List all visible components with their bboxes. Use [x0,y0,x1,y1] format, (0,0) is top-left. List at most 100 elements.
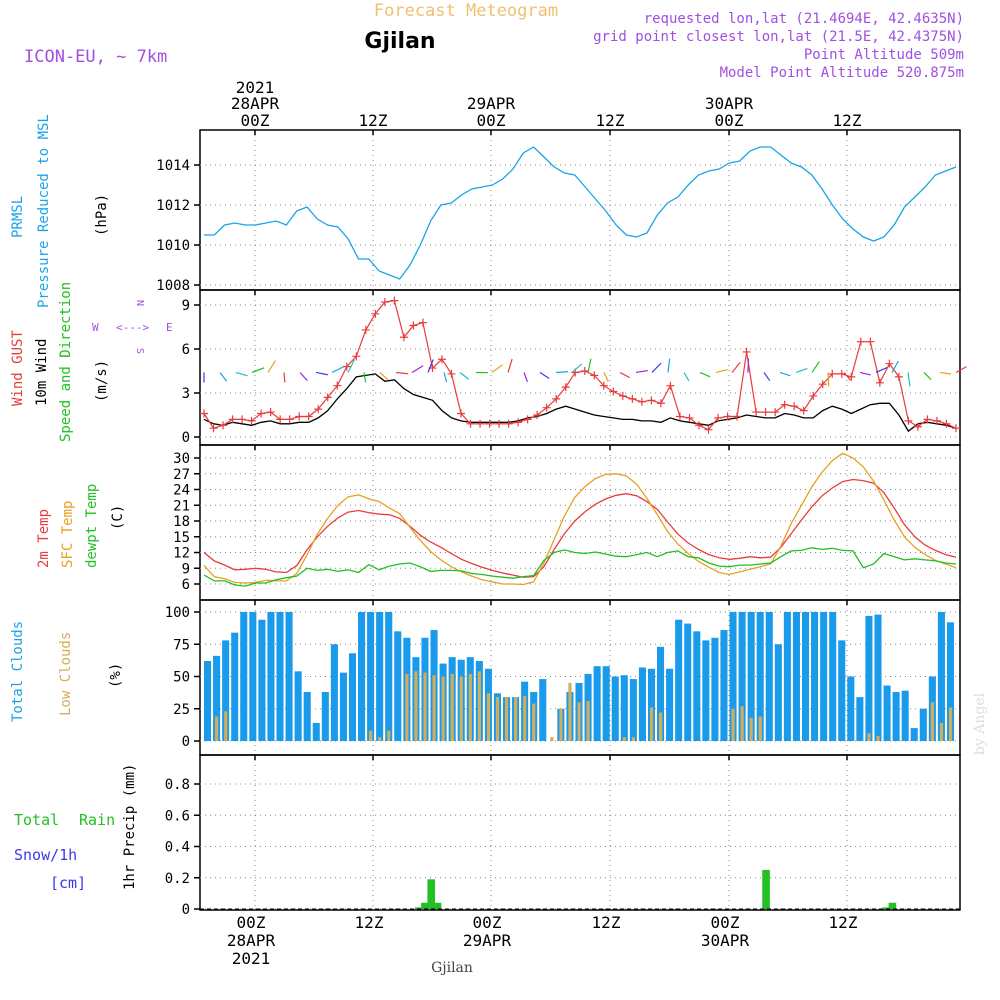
temperature-ytick-label: 9 [182,561,190,577]
wind-arrow [443,372,448,383]
total-cloud-bar [330,644,338,741]
clouds-ytick-label: 75 [173,637,190,653]
wind-arrow [763,372,771,382]
gust-marker [923,415,932,424]
total-cloud-bar [276,612,284,741]
total-cloud-bar [946,622,955,741]
total-cloud-bar [765,612,773,741]
total-cloud-bar [303,691,311,741]
wind-arrow [811,361,820,373]
rain-bar [427,879,436,909]
gust-marker [761,408,770,417]
panels: 1008101010121014036969121518212427300255… [156,129,967,918]
low-cloud-bar [468,673,472,741]
wind-arrow [427,359,434,373]
wind-arrow [699,371,711,378]
gust-marker [238,415,247,424]
total-cloud-bar [629,679,637,741]
low-cloud-bar [649,707,654,741]
low-cloud-bar [740,706,744,741]
wind-arrow [507,358,513,373]
gust-marker [485,419,494,428]
low-cloud-bar [514,697,518,741]
total-cloud-bar [367,612,375,741]
gust-marker [818,380,827,389]
wind-arrow [283,372,286,383]
clouds-ytick-label: 25 [173,702,190,718]
gust-marker [856,337,865,346]
wind-arrow [379,372,389,381]
temperature-ytick-label: 27 [173,467,190,483]
total-cloud-bar [865,615,873,741]
top-axis-hour: 12Z [596,111,625,130]
total-cloud-bar [204,661,212,741]
gust-marker [418,318,427,327]
low-cloud-bar [224,711,228,741]
wind-arrow [331,366,344,374]
top-axis-hour: 00Z [477,111,506,130]
gust-marker [847,372,856,381]
panel-pressure: 1008 1010 1012 1014 [156,129,961,294]
gust-marker [514,418,523,427]
gust-marker [809,391,818,400]
gust-marker [733,412,742,421]
temp-sfc-label: SFC Temp [60,501,76,568]
total-cloud-bar [792,612,800,741]
wind-arrow [891,360,899,373]
model-altitude: Model Point Altitude 520.875m [720,65,964,81]
low-cloud-bar [559,708,563,741]
low-cloud-bar [441,676,445,741]
total-cloud-bar [602,666,610,741]
gust-marker [647,396,656,405]
total-cloud-bar [312,722,320,741]
total-cloud-bar [231,632,239,741]
gust-marker [399,333,408,342]
gust-marker [437,355,446,364]
total-cloud-bar [919,708,927,741]
low-cloud-bar [622,737,626,741]
total-cloud-bar [638,667,646,741]
low-cloud-bar [378,737,382,741]
total-cloud-bar [240,612,248,741]
total-cloud-bar [829,612,837,741]
low-cloud-bar [405,673,409,741]
precip-ytick-label: 0.6 [165,808,190,824]
gust-marker [266,408,275,417]
temperature-ytick-label: 18 [173,514,190,530]
low-cloud-bar [749,717,753,741]
total-cloud-bar [811,612,819,741]
precip-axis-label: 1hr Precip (mm) [122,764,138,890]
total-cloud-bar [747,612,755,741]
gust-marker [866,337,875,346]
gust-marker [618,391,627,400]
low-cloud-bar [387,730,391,741]
wind-arrow [459,371,470,380]
wind-arrow [299,372,308,382]
gust-marker [447,369,456,378]
precip-snow-label: Snow/1h [14,846,77,864]
low-cloud-bar [867,733,871,741]
wind-ytick-label: 6 [182,342,190,358]
low-cloud-bar [369,730,373,741]
gust-marker [637,397,646,406]
wind-frame [199,289,961,446]
total-cloud-bar [611,676,619,741]
wind-arrow [651,362,662,373]
point-altitude: Point Altitude 509m [804,47,964,63]
rain-bar [414,907,423,909]
wind-arrow [395,371,408,375]
bottom-axis-hour: 00Z [473,913,502,932]
gust-marker [904,416,913,425]
total-cloud-bar [756,612,764,741]
total-cloud-bar [720,630,728,741]
gust-marker [457,409,466,418]
precip-ytick-label: 0.8 [165,777,190,793]
gust-marker [875,378,884,387]
top-axis-hour: 00Z [241,111,270,130]
wind-ytick-label: 9 [182,298,190,314]
wind-arrow [411,365,424,373]
low-cloud-bar [414,671,418,741]
total-cloud-bar [856,697,864,741]
gust-marker [495,419,504,428]
